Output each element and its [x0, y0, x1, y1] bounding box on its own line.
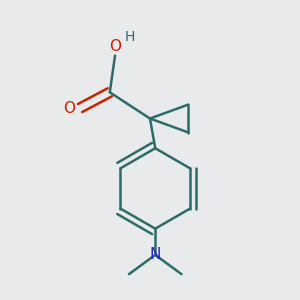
- Text: N: N: [150, 248, 161, 262]
- Text: O: O: [63, 100, 75, 116]
- Text: H: H: [124, 30, 135, 44]
- Text: O: O: [109, 39, 121, 54]
